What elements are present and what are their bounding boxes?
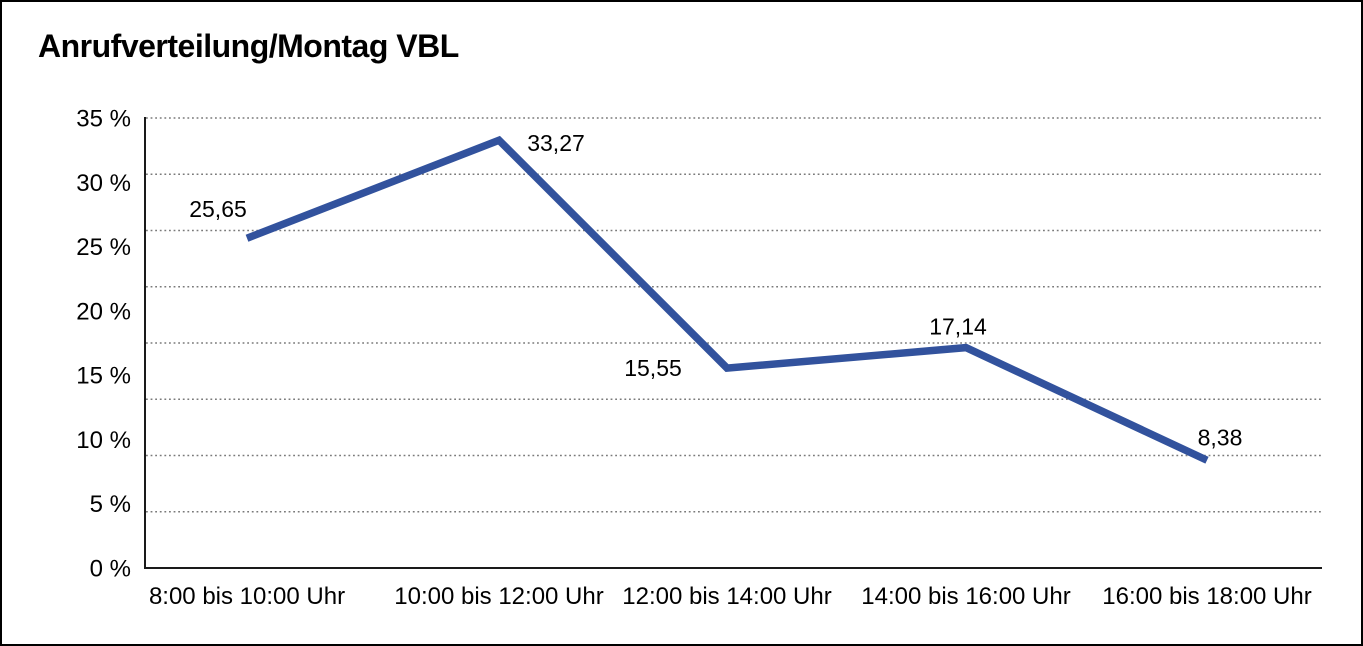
x-axis-category-label: 8:00 bis 10:00 Uhr [149, 583, 345, 610]
x-axis-category-label: 12:00 bis 14:00 Uhr [622, 583, 831, 610]
data-point-label: 17,14 [929, 314, 987, 340]
y-axis-tick-label: 15 % [76, 363, 131, 390]
data-point-label: 15,55 [624, 355, 682, 381]
x-axis-category-label: 14:00 bis 16:00 Uhr [861, 583, 1070, 610]
data-point-label: 33,27 [527, 130, 585, 156]
y-axis-tick-label: 5 % [90, 491, 131, 518]
y-axis-tick-label: 0 % [90, 556, 131, 583]
y-axis-tick-label: 10 % [76, 427, 131, 454]
data-point-label: 25,65 [189, 196, 247, 222]
data-series-line [245, 135, 1209, 464]
y-axis-tick-label: 20 % [76, 298, 131, 325]
x-axis-category-label: 16:00 bis 18:00 Uhr [1102, 583, 1311, 610]
y-axis-tick-label: 30 % [76, 170, 131, 197]
x-axis-category-label: 10:00 bis 12:00 Uhr [394, 583, 603, 610]
y-axis-tick-label: 25 % [76, 234, 131, 261]
chart-title: Anrufverteilung/Montag VBL [38, 28, 459, 64]
y-axis-tick-label: 35 % [76, 106, 131, 133]
data-point-label: 8,38 [1198, 424, 1243, 450]
